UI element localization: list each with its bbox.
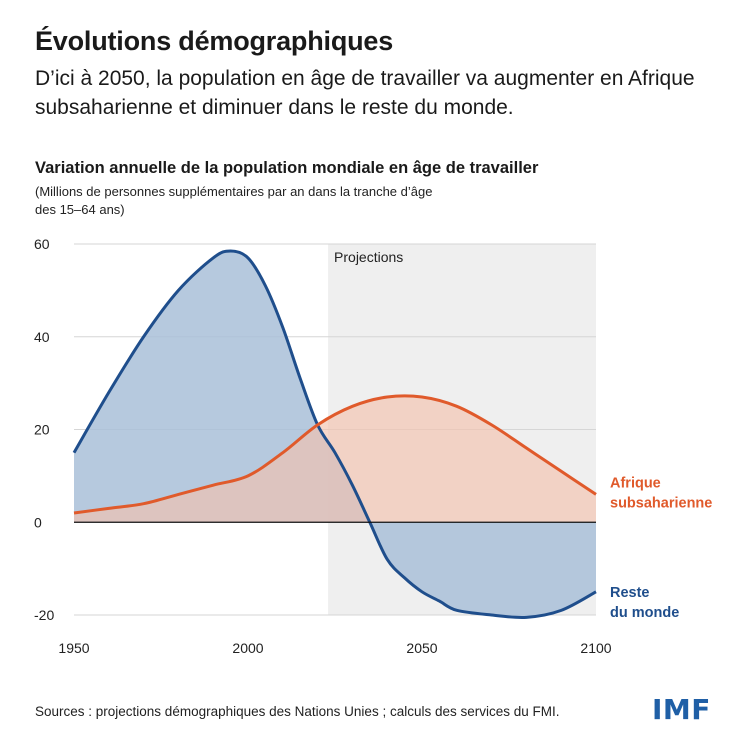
chart: Projections -20 0 20 40 60 1950 2000 2050 2100 Res… xyxy=(34,236,712,656)
x-tick-label: 1950 xyxy=(58,640,89,656)
series-label-0: Reste du monde xyxy=(610,585,679,621)
y-tick-label: 20 xyxy=(34,422,50,438)
series-area-0 xyxy=(74,250,596,618)
headline: Évolutions démographiques xyxy=(35,26,394,56)
series-line-1 xyxy=(73,394,597,515)
series-area-1 xyxy=(74,395,596,523)
subheadline: D’ici à 2050, la population en âge de tr… xyxy=(35,67,695,119)
y-tick-label: 0 xyxy=(34,514,42,530)
y-tick-label: 40 xyxy=(34,329,50,345)
x-tick-label: 2050 xyxy=(406,640,437,656)
series-line-0 xyxy=(72,249,597,619)
chart-subtitle: (Millions de personnes supplémentaires p… xyxy=(35,184,433,217)
x-tick-label: 2000 xyxy=(232,640,263,656)
source-note: Sources : projections démographiques des… xyxy=(35,704,560,719)
y-tick-label: -20 xyxy=(34,607,54,623)
imf-logo: IMF xyxy=(652,693,711,726)
series-label-1: Afrique subsaharienne xyxy=(610,475,712,511)
y-tick-label: 60 xyxy=(34,236,50,252)
projections-label: Projections xyxy=(334,249,403,265)
x-tick-label: 2100 xyxy=(580,640,611,656)
chart-title: Variation annuelle de la population mond… xyxy=(35,159,539,177)
